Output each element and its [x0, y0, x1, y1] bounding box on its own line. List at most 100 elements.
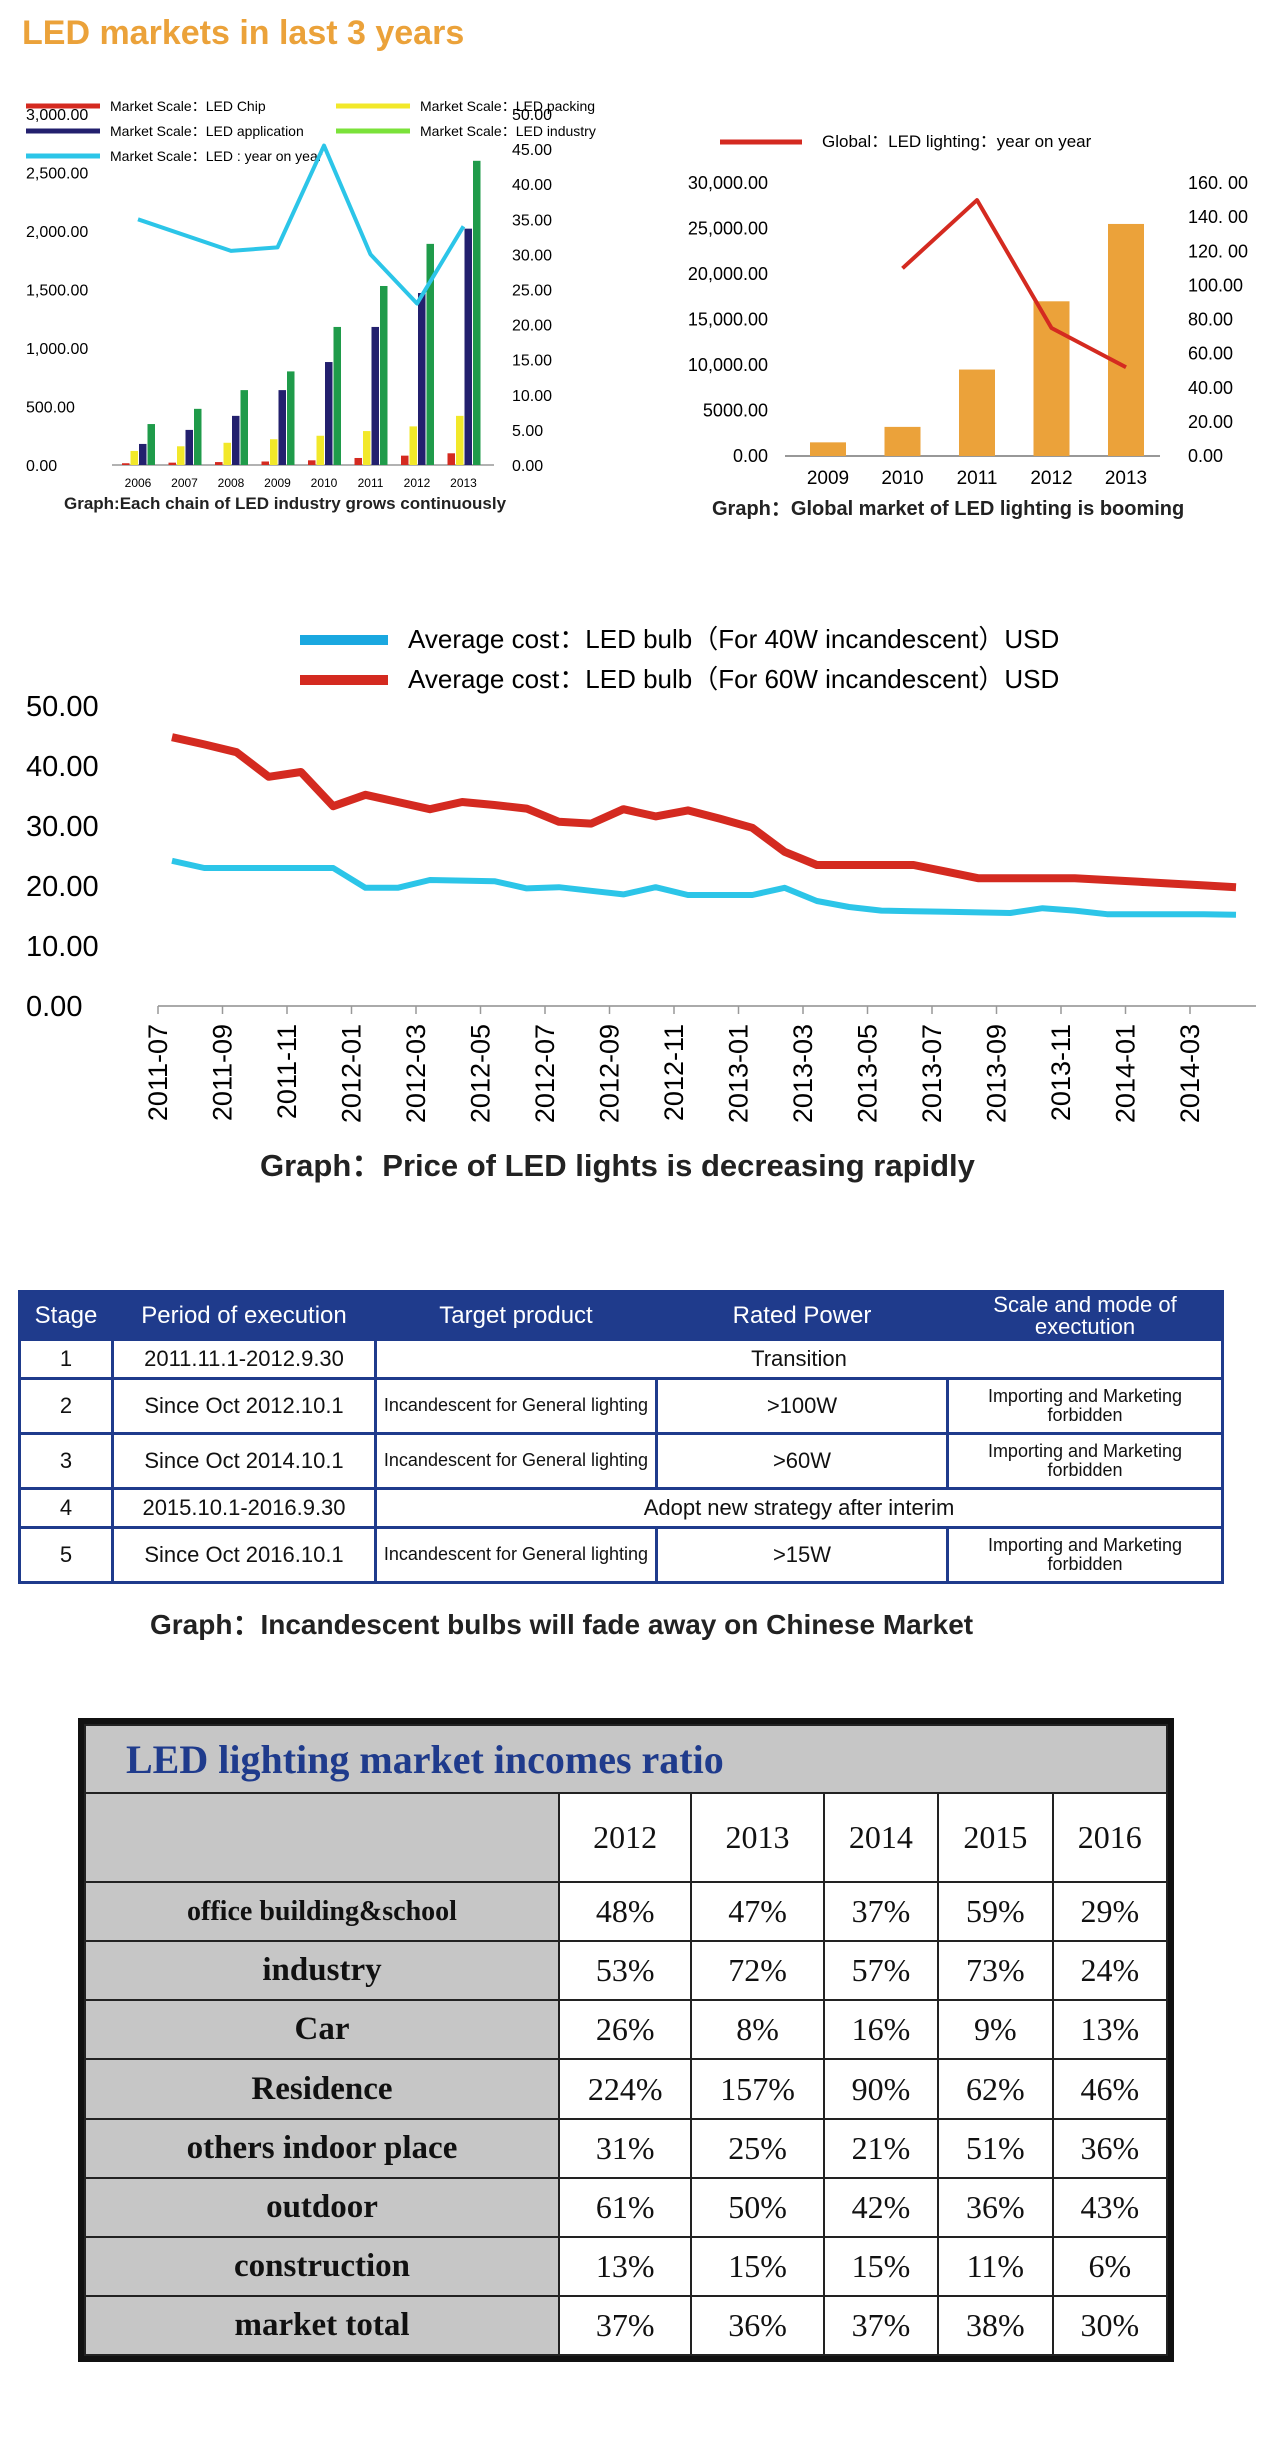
value-cell: 51% [937, 2117, 1054, 2179]
table-row: 3 Since Oct 2014.10.1 Incandescent for G… [18, 1431, 1224, 1490]
header-target-product: Target product [374, 1290, 658, 1341]
value-cell: 13% [1051, 1999, 1169, 2061]
cell-stage: 5 [18, 1525, 114, 1585]
value-cell: 11% [937, 2235, 1054, 2297]
value-cell: 46% [1051, 2058, 1169, 2120]
chart1-right-axis-labels: 50.00 45.00 40.00 35.00 30.00 25.00 20.00 15.00… [512, 107, 552, 475]
row-label: Residence [84, 2058, 560, 2120]
y-tick-label: 20.00 [26, 871, 99, 903]
chart2-line [901, 198, 1127, 370]
chart2-right-axis-labels: 160. 00 140. 00 120. 00 100.00 80.00 60.00 40.… [1188, 173, 1248, 466]
bar [325, 362, 333, 465]
bar [456, 415, 464, 465]
y2-tick-label: 100.00 [1188, 275, 1243, 295]
legend-label-led-packing: Market Scale：LED packing [420, 98, 595, 114]
y-tick-label: 1,500.00 [26, 283, 88, 300]
x-tick-label: 2013 [1105, 468, 1147, 489]
x-tick-label: 2012-07 [530, 1024, 560, 1123]
cell-product: Incandescent for General lighting [374, 1525, 658, 1585]
cell-stage: 2 [18, 1376, 114, 1435]
income-table-title: LED lighting market incomes ratio [84, 1724, 1168, 1794]
bar [316, 435, 324, 465]
y-tick-label: 30.00 [26, 811, 99, 843]
bar [401, 455, 409, 465]
bar [371, 326, 379, 465]
bar [380, 285, 388, 465]
chart-led-bulb-price: Average cost：LED bulb（For 40W incandesce… [26, 624, 1256, 1123]
chart3-y-axis-labels: 50.00 40.00 30.00 20.00 10.00 0.00 [26, 691, 99, 1023]
x-tick-label: 2013-07 [917, 1024, 947, 1123]
y-tick-label: 1,000.00 [26, 341, 88, 358]
value-cell: 48% [557, 1881, 693, 1943]
value-cell: 43% [1051, 2176, 1169, 2238]
y2-tick-label: 0.00 [1188, 446, 1223, 466]
y2-tick-label: 50.00 [512, 107, 552, 124]
cell-power: >15W [655, 1525, 949, 1585]
bar [223, 442, 231, 465]
cell-period: 2011.11.1-2012.9.30 [111, 1338, 377, 1380]
header-period: Period of execution [111, 1290, 377, 1341]
cell-stage: 3 [18, 1431, 114, 1490]
x-tick-label: 2013-11 [1046, 1024, 1076, 1121]
row-label: construction [84, 2235, 560, 2297]
value-cell: 8% [690, 1999, 825, 2061]
bar [278, 390, 286, 465]
year-header: 2013 [690, 1791, 825, 1884]
cell-stage: 4 [18, 1486, 114, 1529]
y2-tick-label: 0.00 [512, 458, 543, 475]
x-tick-label: 2012-09 [595, 1024, 625, 1123]
chart-led-industry-chain: Market Scale：LED Chip Market Scale：LED p… [26, 98, 596, 490]
bar [240, 390, 248, 465]
value-cell: 62% [937, 2058, 1054, 2120]
table-row: 4 2015.10.1-2016.9.30 Adopt new strategy… [18, 1486, 1224, 1529]
legend-label-40w: Average cost：LED bulb（For 40W incandesce… [408, 624, 1059, 654]
value-cell: 47% [690, 1881, 825, 1943]
chart1-caption: Graph:Each chain of LED industry grows c… [64, 494, 507, 513]
value-cell: 224% [557, 2058, 693, 2120]
value-cell: 24% [1051, 1940, 1169, 2002]
value-cell: 15% [690, 2235, 825, 2297]
value-cell: 21% [822, 2117, 940, 2179]
y2-tick-label: 10.00 [512, 388, 552, 405]
bar [464, 228, 472, 465]
y-tick-label: 40.00 [26, 751, 99, 783]
value-cell: 157% [690, 2058, 825, 2120]
bar [426, 243, 434, 465]
chart3-x-ticks [157, 1006, 1191, 1014]
stage-table-caption: Graph：Incandescent bulbs will fade away … [150, 1609, 974, 1640]
x-tick-label: 2011-09 [208, 1024, 238, 1121]
y2-tick-label: 80.00 [1188, 310, 1233, 330]
y2-tick-label: 35.00 [512, 212, 552, 229]
x-tick-label: 2010 [311, 476, 338, 490]
value-cell: 73% [937, 1940, 1054, 2002]
y2-tick-label: 120. 00 [1188, 241, 1248, 261]
legend-label-led-industry: Market Scale：LED industry [420, 123, 596, 139]
x-tick-label: 2011-07 [143, 1024, 173, 1121]
y-tick-label: 0.00 [733, 446, 768, 466]
bar [270, 439, 278, 465]
income-year-row: 2012 2013 2014 2015 2016 [84, 1791, 1169, 1884]
y2-tick-label: 40.00 [1188, 378, 1233, 398]
value-cell: 42% [822, 2176, 940, 2238]
chart2-caption: Graph：Global market of LED lighting is b… [712, 498, 1185, 520]
legend-label-led-yoy: Market Scale：LED : year on year [110, 148, 323, 164]
cell-product: Incandescent for General lighting [374, 1431, 658, 1490]
x-tick-label: 2013-09 [982, 1024, 1012, 1123]
bar [810, 442, 846, 456]
value-cell: 37% [557, 2294, 693, 2357]
x-tick-label: 2014-01 [1111, 1024, 1141, 1123]
y-tick-label: 20,000.00 [688, 264, 768, 284]
x-tick-label: 2012-11 [659, 1024, 689, 1121]
bar [177, 446, 185, 465]
series-line-40w [171, 857, 1237, 918]
table-row: Car 26% 8% 16% 9% 13% [84, 1999, 1169, 2061]
legend-label-led-chip: Market Scale：LED Chip [110, 98, 266, 114]
cell-mode: Importing and Marketing forbidden [946, 1525, 1224, 1585]
bar [1108, 223, 1144, 456]
chart1-legend: Market Scale：LED Chip Market Scale：LED p… [26, 98, 596, 164]
stage-table-header-row: Stage Period of execution Target product… [18, 1290, 1224, 1341]
value-cell: 90% [822, 2058, 940, 2120]
bar [122, 463, 130, 465]
legend-label-led-application: Market Scale：LED application [110, 123, 304, 139]
legend-label-global-yoy: Global：LED lighting：year on year [822, 132, 1092, 151]
